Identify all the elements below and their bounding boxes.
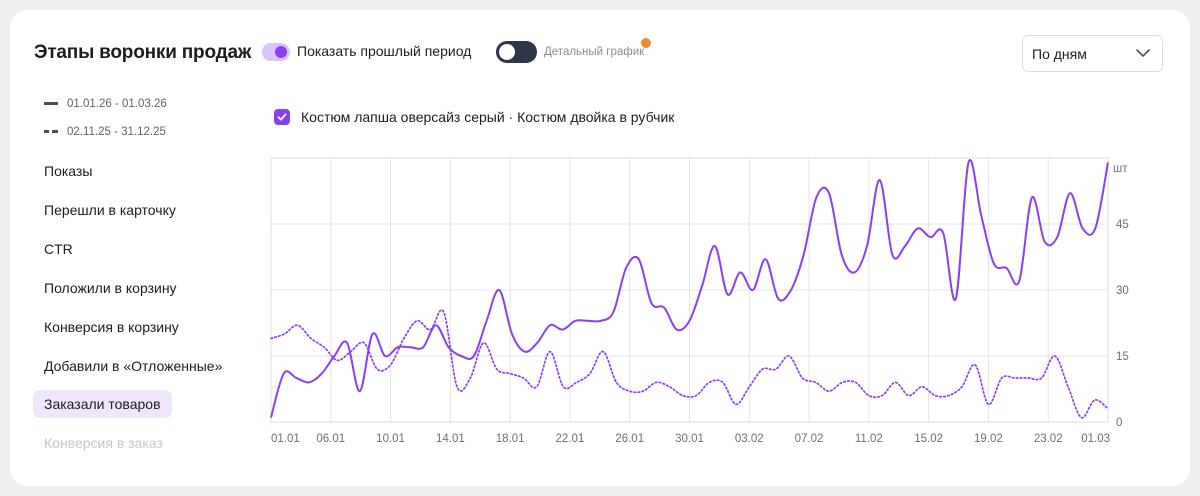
y-tick-label: 45 <box>1116 219 1129 231</box>
y-tick-label: 0 <box>1116 417 1122 429</box>
metric-wishlisted[interactable]: Добавили в «Отложенные» <box>44 358 223 374</box>
toggle-knob <box>275 46 287 58</box>
y-unit-label: шт <box>1113 163 1128 175</box>
detail-chart-toggle[interactable] <box>496 41 537 63</box>
x-tick-label: 18.01 <box>496 433 525 445</box>
card-title: Этапы воронки продаж <box>34 42 252 63</box>
legend-current-label: 01.01.26 - 01.03.26 <box>67 98 167 110</box>
detail-chart-label: Детальный график <box>544 46 645 58</box>
metric-cart-conversion[interactable]: Конверсия в корзину <box>44 319 179 335</box>
y-tick-label: 15 <box>1116 351 1129 363</box>
x-tick-label: 30.01 <box>675 433 704 445</box>
x-tick-label: 11.02 <box>855 433 883 445</box>
x-tick-label: 06.01 <box>316 433 345 445</box>
y-tick-label: 30 <box>1116 285 1129 297</box>
legend-previous-label: 02.11.25 - 31.12.25 <box>67 126 166 138</box>
metric-card-visits[interactable]: Перешли в карточку <box>44 202 176 218</box>
x-tick-label: 14.01 <box>436 433 465 445</box>
line-chart: 01.01 06.01 10.01 14.01 18.01 22.01 26.01 30.01… <box>270 157 1129 445</box>
check-icon <box>277 113 287 121</box>
x-tick-label: 07.02 <box>795 433 824 445</box>
series-line-current <box>270 159 1109 418</box>
compare-period-label: Показать прошлый период <box>297 43 472 59</box>
x-tick-label: 19.02 <box>974 433 1003 445</box>
metric-ctr[interactable]: CTR <box>44 241 73 257</box>
chevron-down-icon <box>1136 49 1150 57</box>
x-tick-label: 26.01 <box>615 433 644 445</box>
series-label: Костюм лапша оверсайз серый · Костюм дво… <box>301 109 675 125</box>
metric-added-to-cart[interactable]: Положили в корзину <box>44 280 177 296</box>
x-tick-label: 10.01 <box>376 433 405 445</box>
period-select[interactable]: По дням <box>1022 35 1163 72</box>
x-tick-label: 15.02 <box>914 433 943 445</box>
dashed-line-icon <box>44 130 58 134</box>
x-tick-label: 01.01 <box>271 433 300 445</box>
x-tick-label: 03.02 <box>735 433 764 445</box>
legend-current-period: 01.01.26 - 01.03.26 <box>44 98 167 110</box>
solid-line-icon <box>44 102 58 106</box>
x-tick-label: 01.03 <box>1081 433 1110 445</box>
legend-previous-period: 02.11.25 - 31.12.25 <box>44 126 166 138</box>
notification-dot <box>641 38 651 48</box>
period-select-value: По дням <box>1032 46 1087 62</box>
sales-funnel-card: Этапы воронки продаж Показать прошлый пе… <box>10 10 1190 486</box>
toggle-knob <box>499 44 515 60</box>
compare-period-toggle[interactable] <box>262 43 290 61</box>
x-tick-label: 22.01 <box>556 433 585 445</box>
metric-ordered-items[interactable]: Заказали товаров <box>33 390 172 418</box>
metric-impressions[interactable]: Показы <box>44 163 93 179</box>
x-tick-label: 23.02 <box>1034 433 1063 445</box>
series-checkbox[interactable] <box>274 109 290 125</box>
series-line-previous <box>270 309 1109 419</box>
